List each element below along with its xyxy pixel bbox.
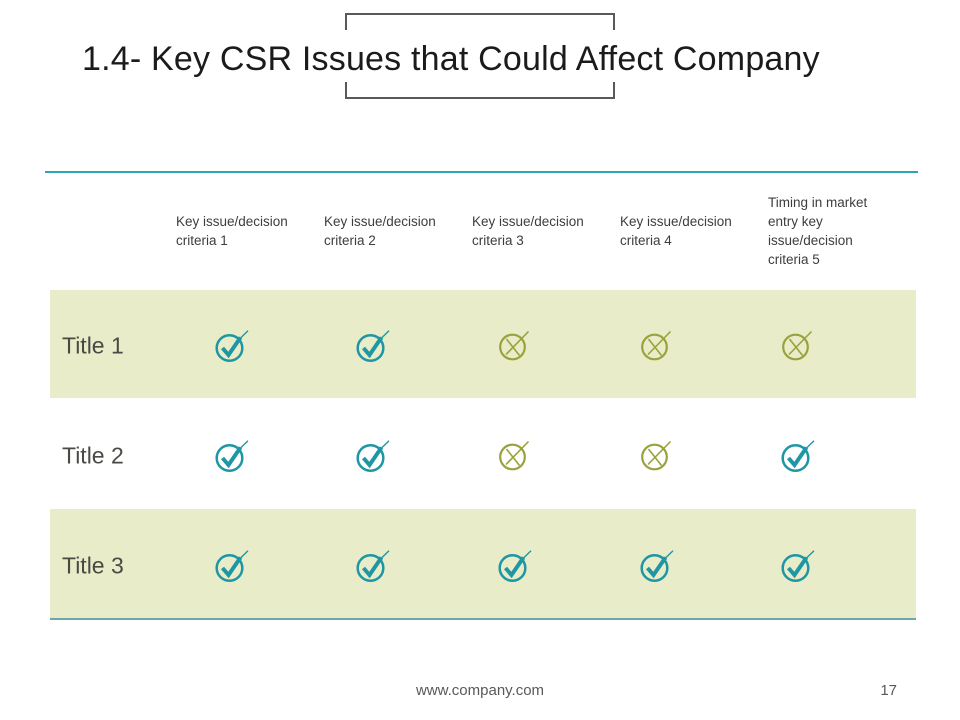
footer-website: www.company.com <box>415 682 545 699</box>
check-circle-icon <box>356 439 390 474</box>
table-row: Title 2 <box>50 398 916 509</box>
cross-circle-icon <box>640 440 674 474</box>
table-header-row: Key issue/decision criteria 1 Key issue/d… <box>0 172 960 290</box>
cross-circle-icon <box>498 330 532 364</box>
check-circle-icon <box>215 549 249 584</box>
column-header-2: Key issue/decision criteria 2 <box>324 214 436 248</box>
check-circle-icon <box>781 439 815 474</box>
column-header-3: Key issue/decision criteria 3 <box>472 214 584 248</box>
table-row: Title 1 <box>50 290 916 398</box>
column-header-1: Key issue/decision criteria 1 <box>176 214 288 248</box>
page-number: 17 <box>880 682 897 699</box>
column-header-5: Timing in market entry key issue/decisio… <box>768 195 868 267</box>
check-circle-icon <box>215 439 249 474</box>
row-label: Title 1 <box>62 332 124 359</box>
check-circle-icon <box>640 549 674 584</box>
cross-circle-icon <box>640 330 674 364</box>
check-circle-icon <box>215 330 249 364</box>
check-circle-icon <box>781 549 815 584</box>
cross-circle-icon <box>781 330 815 364</box>
row-label: Title 3 <box>62 552 124 578</box>
cross-circle-icon <box>498 440 532 474</box>
row-label: Title 2 <box>62 442 124 468</box>
column-header-4: Key issue/decision criteria 4 <box>620 214 732 248</box>
table-row: Title 3 <box>50 509 916 620</box>
check-circle-icon <box>498 549 532 584</box>
title-bracket-top-decoration <box>345 13 615 30</box>
page-title: 1.4- Key CSR Issues that Could Affect Co… <box>82 40 820 78</box>
check-circle-icon <box>356 549 390 584</box>
table-body: Title 1 Title 2 Title 3 <box>50 0 916 720</box>
title-bracket-bottom-decoration <box>345 82 615 99</box>
check-circle-icon <box>356 330 390 364</box>
table-top-divider <box>45 171 918 173</box>
